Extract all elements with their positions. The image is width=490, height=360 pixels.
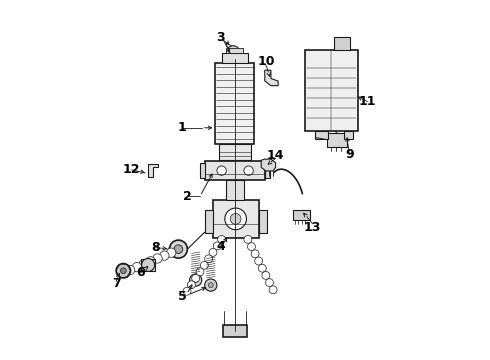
Circle shape bbox=[258, 264, 266, 272]
Text: 13: 13 bbox=[304, 221, 321, 234]
Circle shape bbox=[251, 250, 259, 258]
Circle shape bbox=[228, 54, 238, 63]
Circle shape bbox=[205, 279, 217, 291]
Bar bbox=[327, 133, 347, 147]
Circle shape bbox=[262, 271, 270, 279]
Bar bbox=[293, 210, 310, 220]
Text: 4: 4 bbox=[216, 240, 225, 253]
Circle shape bbox=[255, 257, 263, 265]
Circle shape bbox=[146, 257, 155, 266]
Bar bbox=[221, 53, 248, 63]
Circle shape bbox=[190, 274, 202, 286]
Bar bbox=[213, 200, 259, 238]
Bar bbox=[334, 37, 350, 50]
Bar bbox=[305, 50, 358, 131]
Circle shape bbox=[269, 286, 277, 294]
Bar bbox=[226, 180, 244, 200]
Text: 12: 12 bbox=[123, 163, 140, 176]
Text: 14: 14 bbox=[267, 149, 284, 162]
Bar bbox=[344, 131, 353, 139]
Circle shape bbox=[193, 278, 198, 283]
Text: 7: 7 bbox=[112, 277, 121, 290]
Bar bbox=[259, 210, 267, 233]
Circle shape bbox=[132, 262, 142, 272]
Circle shape bbox=[227, 46, 240, 59]
Circle shape bbox=[142, 258, 155, 271]
Circle shape bbox=[230, 49, 236, 55]
Circle shape bbox=[167, 248, 176, 257]
Text: 1: 1 bbox=[178, 121, 186, 134]
Bar bbox=[265, 163, 270, 178]
Polygon shape bbox=[265, 70, 278, 86]
Circle shape bbox=[200, 261, 208, 269]
Text: 6: 6 bbox=[136, 266, 145, 279]
Bar bbox=[223, 325, 247, 337]
Circle shape bbox=[266, 279, 273, 287]
Circle shape bbox=[192, 274, 199, 282]
Text: 3: 3 bbox=[216, 31, 225, 44]
Circle shape bbox=[170, 240, 187, 258]
Circle shape bbox=[160, 251, 169, 260]
Polygon shape bbox=[261, 159, 275, 171]
Bar bbox=[141, 259, 155, 271]
Bar bbox=[315, 131, 328, 139]
Text: 11: 11 bbox=[359, 95, 376, 108]
Bar bbox=[205, 210, 213, 233]
Circle shape bbox=[213, 242, 221, 250]
Text: 10: 10 bbox=[257, 55, 274, 68]
Bar bbox=[226, 48, 243, 53]
Bar bbox=[219, 144, 251, 160]
Text: 5: 5 bbox=[178, 291, 186, 303]
Bar bbox=[216, 63, 254, 144]
Circle shape bbox=[205, 255, 213, 263]
Bar bbox=[200, 163, 205, 178]
Circle shape bbox=[183, 287, 191, 295]
Bar bbox=[205, 161, 265, 180]
Circle shape bbox=[208, 283, 213, 288]
Circle shape bbox=[247, 243, 255, 251]
Circle shape bbox=[217, 166, 226, 175]
Circle shape bbox=[174, 245, 183, 253]
Circle shape bbox=[153, 254, 162, 263]
Circle shape bbox=[244, 235, 252, 243]
Circle shape bbox=[218, 235, 225, 243]
Circle shape bbox=[225, 208, 246, 230]
Circle shape bbox=[244, 166, 253, 175]
Circle shape bbox=[121, 268, 126, 274]
Text: 9: 9 bbox=[345, 148, 354, 161]
Polygon shape bbox=[148, 164, 158, 177]
Circle shape bbox=[125, 265, 135, 275]
Circle shape bbox=[139, 260, 148, 269]
Circle shape bbox=[209, 248, 217, 256]
Circle shape bbox=[196, 268, 204, 276]
Circle shape bbox=[230, 213, 241, 224]
Circle shape bbox=[116, 264, 130, 278]
Text: 2: 2 bbox=[183, 190, 192, 203]
Circle shape bbox=[187, 281, 196, 289]
Text: 8: 8 bbox=[151, 241, 160, 254]
